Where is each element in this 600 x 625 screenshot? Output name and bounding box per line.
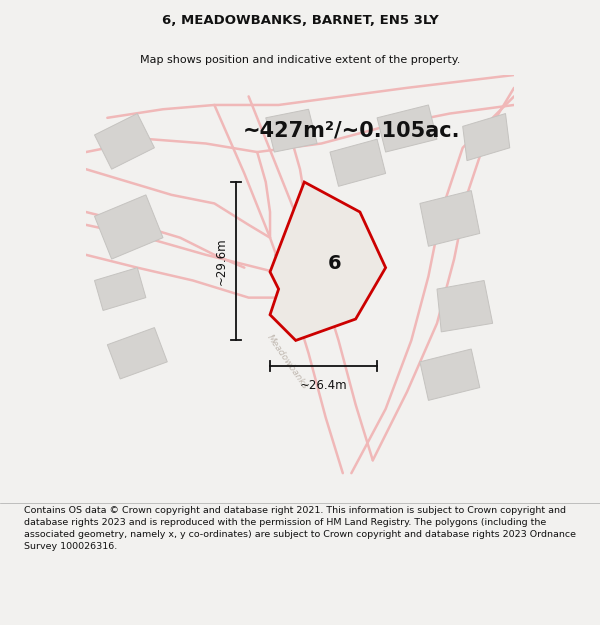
Polygon shape (266, 109, 317, 152)
Text: ~29.6m: ~29.6m (214, 238, 227, 285)
Text: Contains OS data © Crown copyright and database right 2021. This information is : Contains OS data © Crown copyright and d… (24, 506, 576, 551)
Polygon shape (270, 182, 386, 341)
Text: ~26.4m: ~26.4m (300, 379, 347, 392)
Polygon shape (94, 195, 163, 259)
Polygon shape (107, 328, 167, 379)
Polygon shape (420, 191, 480, 246)
Polygon shape (274, 238, 334, 298)
Polygon shape (94, 268, 146, 311)
Text: 6, MEADOWBANKS, BARNET, EN5 3LY: 6, MEADOWBANKS, BARNET, EN5 3LY (161, 14, 439, 27)
Polygon shape (420, 349, 480, 401)
Polygon shape (94, 114, 154, 169)
Text: Meadowbanks: Meadowbanks (265, 333, 310, 391)
Text: Map shows position and indicative extent of the property.: Map shows position and indicative extent… (140, 55, 460, 65)
Polygon shape (377, 105, 437, 152)
Polygon shape (463, 114, 510, 161)
Text: 6: 6 (328, 254, 341, 273)
Polygon shape (437, 281, 493, 332)
Text: ~427m²/~0.105ac.: ~427m²/~0.105ac. (242, 121, 460, 141)
Polygon shape (330, 139, 386, 186)
